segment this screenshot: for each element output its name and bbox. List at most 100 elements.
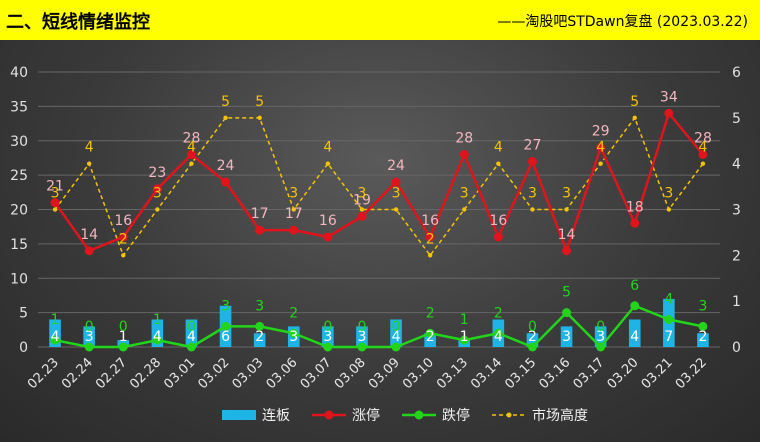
legend-marker (414, 410, 424, 420)
label-shichanggaodu: 3 (392, 186, 401, 202)
label-shichanggaodu: 4 (323, 140, 332, 156)
label-dieting: 1 (460, 312, 469, 328)
point-zhangting (664, 108, 674, 118)
label-lianban: 3 (596, 329, 605, 345)
label-dieting: 1 (153, 312, 162, 328)
label-shichanggaodu: 3 (664, 186, 673, 202)
label-zhangting: 18 (626, 199, 644, 215)
point-shichanggaodu (462, 207, 467, 212)
y-left-tick: 40 (10, 65, 28, 81)
point-dieting (152, 335, 162, 345)
label-shichanggaodu: 3 (460, 186, 469, 202)
label-shichanggaodu: 5 (255, 94, 264, 110)
label-lianban: 2 (698, 329, 707, 345)
bar-lianban (356, 326, 368, 347)
label-zhangting: 16 (489, 213, 507, 229)
label-zhangting: 23 (148, 165, 166, 181)
x-tick: 02.27 (93, 355, 130, 392)
legend-label: 跌停 (442, 407, 470, 424)
point-shichanggaodu (359, 207, 365, 212)
y-right-tick: 1 (732, 294, 741, 310)
point-dieting (84, 342, 94, 352)
x-tick: 03.07 (298, 355, 335, 392)
point-shichanggaodu (257, 115, 262, 121)
label-shichanggaodu: 3 (357, 186, 366, 202)
point-zhangting (152, 184, 162, 194)
y-left-tick: 0 (19, 340, 28, 356)
point-dieting (527, 342, 537, 352)
label-shichanggaodu: 3 (153, 186, 162, 202)
point-shichanggaodu (564, 207, 569, 212)
legend-label: 连板 (262, 408, 290, 424)
y-right-tick: 0 (732, 340, 741, 356)
point-zhangting (221, 177, 231, 187)
label-lianban: 7 (664, 329, 673, 345)
x-tick: 03.03 (230, 355, 267, 392)
label-shichanggaodu: 5 (221, 94, 230, 110)
point-shichanggaodu (632, 115, 637, 121)
label-zhangting: 16 (319, 213, 337, 229)
x-tick: 03.10 (400, 355, 437, 392)
bar-lianban (49, 319, 61, 347)
point-shichanggaodu (598, 161, 603, 166)
x-tick: 02.28 (127, 355, 164, 392)
y-left-tick: 35 (10, 99, 28, 115)
series-line-市场高度 (54, 117, 704, 257)
label-dieting: 2 (289, 305, 298, 321)
point-zhangting (527, 156, 537, 166)
source-credit: ——淘股吧STDawn复盘 (2023.03.22) (497, 14, 748, 30)
y-left-tick: 25 (10, 168, 28, 184)
label-zhangting: 14 (80, 227, 98, 243)
point-shichanggaodu (530, 207, 535, 212)
x-tick: 03.20 (605, 355, 642, 392)
y-left-tick: 5 (19, 306, 28, 322)
x-tick: 03.21 (639, 355, 676, 392)
bar-lianban (526, 333, 539, 347)
label-shichanggaodu: 4 (698, 140, 707, 156)
bar-lianban (697, 333, 709, 347)
x-tick: 02.24 (59, 355, 96, 392)
x-tick: 03.08 (332, 355, 369, 392)
point-zhangting (323, 232, 333, 242)
label-zhangting: 24 (217, 158, 235, 174)
bar-lianban (83, 326, 95, 347)
y-left-tick: 10 (10, 271, 28, 287)
point-zhangting (630, 218, 640, 228)
label-shichanggaodu: 3 (289, 186, 298, 202)
x-tick: 03.02 (195, 355, 232, 392)
point-dieting (562, 308, 572, 318)
bar-lianban (185, 319, 198, 347)
label-lianban: 2 (426, 329, 435, 345)
x-tick: 03.15 (502, 355, 539, 392)
label-zhangting: 28 (183, 131, 201, 147)
point-shichanggaodu (666, 207, 672, 212)
point-shichanggaodu (86, 161, 92, 166)
series-line-涨停 (54, 112, 704, 252)
label-zhangting: 28 (455, 131, 473, 147)
label-lianban: 2 (528, 329, 537, 345)
label-zhangting: 34 (660, 89, 678, 105)
point-shichanggaodu (155, 207, 160, 212)
label-dieting: 0 (85, 319, 94, 335)
point-shichanggaodu (393, 207, 399, 212)
label-lianban: 3 (323, 329, 332, 345)
bar-lianban (322, 326, 334, 347)
y-left-tick: 30 (10, 134, 28, 150)
point-dieting (493, 328, 503, 338)
point-zhangting (596, 143, 606, 153)
label-lianban: 6 (221, 329, 230, 345)
label-shichanggaodu: 4 (187, 140, 196, 156)
point-zhangting (50, 198, 60, 208)
point-dieting (459, 335, 469, 345)
point-zhangting (255, 225, 265, 235)
label-shichanggaodu: 3 (562, 186, 571, 202)
label-lianban: 3 (289, 329, 298, 345)
point-zhangting (562, 246, 572, 256)
label-lianban: 4 (392, 329, 401, 345)
label-dieting: 0 (392, 319, 401, 335)
legend-label: 市场高度 (532, 407, 588, 424)
label-dieting: 2 (426, 305, 435, 321)
label-lianban: 4 (494, 329, 503, 345)
point-zhangting (84, 246, 94, 256)
label-lianban: 4 (187, 329, 196, 345)
